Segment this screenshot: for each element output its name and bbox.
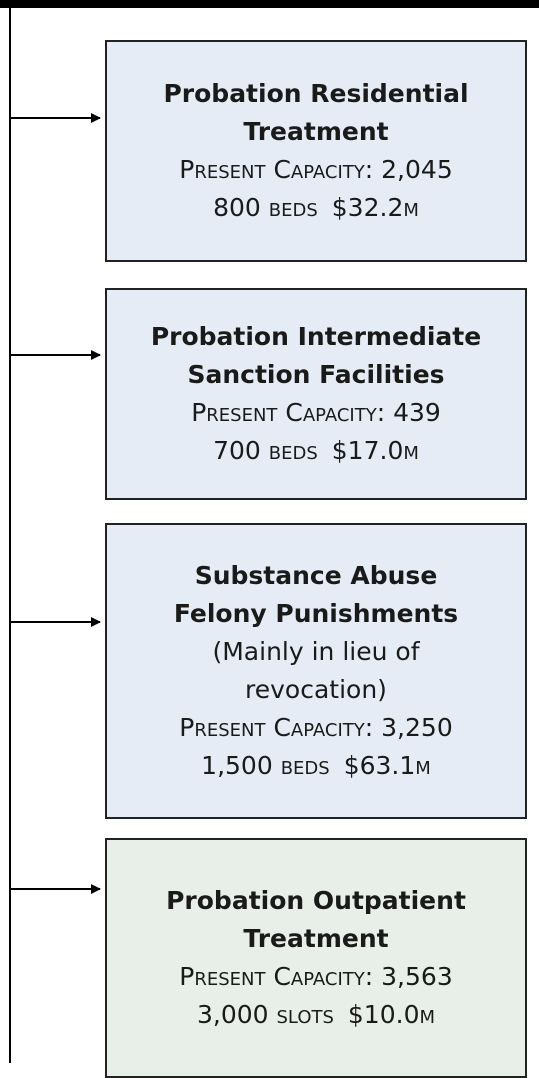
node-units-cost: 3,000 slots $10.0m [197, 996, 435, 1034]
node-capacity: Present Capacity: 3,563 [179, 962, 453, 991]
cost: $63.1m [343, 751, 431, 780]
node-capacity: Present Capacity: 439 [191, 398, 441, 427]
node-title: Treatment [243, 924, 389, 953]
node-box: Substance Abuse Felony Punishments (Mainly… [105, 523, 527, 819]
units: 700 beds [213, 436, 318, 465]
node-box: Probation Outpatient Treatment Present Cap… [105, 838, 527, 1078]
node-capacity: Present Capacity: 2,045 [179, 155, 453, 184]
node-capacity: Present Capacity: 3,250 [179, 713, 453, 742]
node-units-cost: 800 beds $32.2m [213, 189, 419, 227]
node-box: Probation Intermediate Sanction Facilitie… [105, 288, 527, 500]
node-title: Probation Intermediate [150, 322, 482, 351]
top-bar [0, 0, 539, 8]
node-box: Probation Residential Treatment Present Ca… [105, 40, 527, 262]
units: 1,500 beds [201, 751, 330, 780]
node-title: Probation Residential [163, 79, 469, 108]
node-title: Felony Punishments [173, 599, 459, 628]
node-units-cost: 1,500 beds $63.1m [201, 747, 431, 785]
node-title: Treatment [243, 117, 389, 146]
node-note: (Mainly in lieu of [212, 637, 420, 666]
node-title: Substance Abuse [194, 561, 438, 590]
units: 800 beds [213, 193, 318, 222]
cost: $32.2m [331, 193, 419, 222]
node-title: Sanction Facilities [187, 360, 445, 389]
cost: $17.0m [331, 436, 419, 465]
cost: $10.0m [347, 1000, 436, 1029]
node-units-cost: 700 beds $17.0m [213, 432, 419, 470]
node-title: Probation Outpatient [166, 886, 466, 915]
node-note: revocation) [245, 675, 387, 704]
units: 3,000 slots [196, 1000, 334, 1029]
